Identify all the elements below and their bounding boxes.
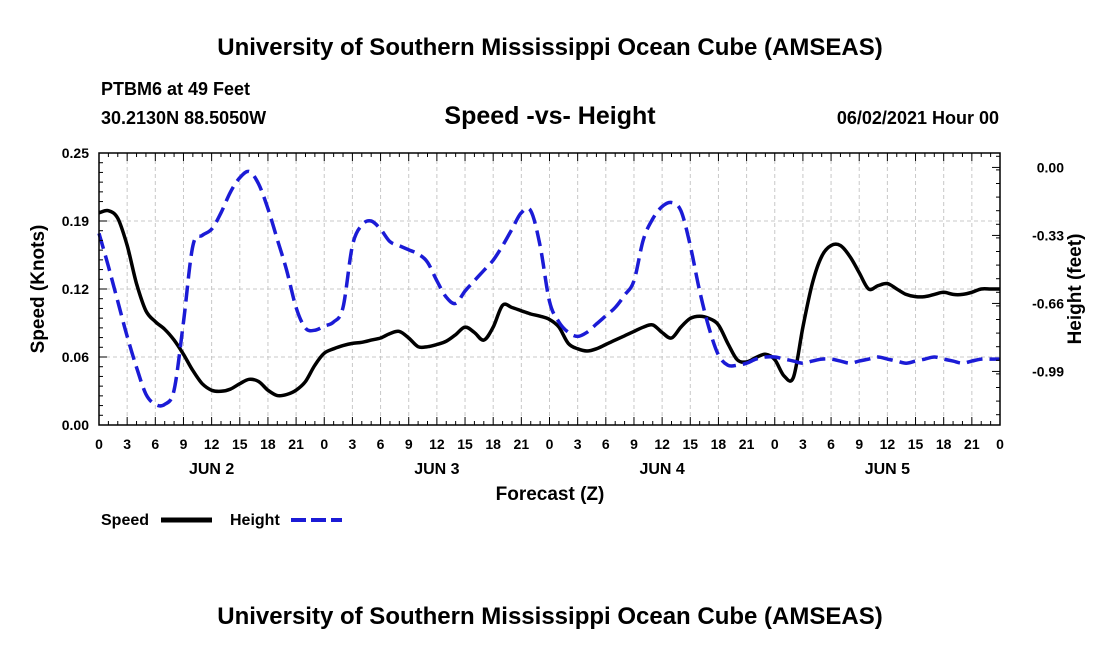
- x-tick-label: 9: [855, 436, 863, 452]
- x-tick-label: 9: [180, 436, 188, 452]
- x-tick-label: 21: [964, 436, 980, 452]
- x-tick-label: 12: [204, 436, 220, 452]
- y-axis-left-label: Speed (Knots): [28, 225, 49, 354]
- x-tick-label: 6: [151, 436, 159, 452]
- y-right-tick-label: -0.33: [1032, 227, 1064, 243]
- x-tick-label: 15: [232, 436, 248, 452]
- x-tick-label: 6: [602, 436, 610, 452]
- y-right-tick-label: 0.00: [1037, 159, 1064, 175]
- y-left-tick-label: 0.00: [62, 417, 89, 433]
- y-left-tick-label: 0.06: [62, 349, 89, 365]
- forecast-datetime: 06/02/2021 Hour 00: [837, 108, 999, 128]
- y-left-tick-label: 0.12: [62, 281, 89, 297]
- y-right-tick-label: -0.99: [1032, 363, 1064, 379]
- x-tick-label: 0: [996, 436, 1004, 452]
- height-series-line: [97, 169, 1000, 408]
- x-tick-label: 6: [377, 436, 385, 452]
- y-left-tick-label: 0.19: [62, 213, 89, 229]
- x-tick-label: 18: [485, 436, 501, 452]
- x-tick-label: 0: [320, 436, 328, 452]
- x-tick-label: 12: [429, 436, 445, 452]
- legend: Speed Height: [101, 512, 342, 529]
- station-coords: 30.2130N 88.5050W: [101, 108, 266, 128]
- legend-speed-label: Speed: [101, 512, 149, 529]
- y-left-tick-label: 0.25: [62, 145, 89, 161]
- x-tick-label: 3: [574, 436, 582, 452]
- x-tick-label: 3: [349, 436, 357, 452]
- day-label: JUN 5: [865, 461, 910, 478]
- x-tick-label: 12: [880, 436, 896, 452]
- x-tick-label: 9: [630, 436, 638, 452]
- legend-height-label: Height: [230, 512, 280, 529]
- x-tick-label: 15: [457, 436, 473, 452]
- x-axis-label: Forecast (Z): [496, 484, 605, 505]
- series-layer: [97, 169, 1000, 408]
- x-tick-label: 15: [908, 436, 924, 452]
- x-tick-label: 18: [711, 436, 727, 452]
- day-label: JUN 4: [639, 461, 684, 478]
- x-tick-label: 9: [405, 436, 413, 452]
- x-tick-label: 0: [546, 436, 554, 452]
- y-right-tick-label: -0.66: [1032, 295, 1064, 311]
- x-tick-label: 18: [260, 436, 276, 452]
- x-tick-label: 21: [739, 436, 755, 452]
- chart-top-title: University of Southern Mississippi Ocean…: [217, 34, 882, 61]
- day-label: JUN 2: [189, 461, 234, 478]
- station-label: PTBM6 at 49 Feet: [101, 79, 250, 99]
- x-tick-label: 15: [682, 436, 698, 452]
- x-tick-label: 3: [799, 436, 807, 452]
- grid-lines: [99, 153, 1000, 425]
- x-tick-label: 0: [771, 436, 779, 452]
- x-tick-label: 6: [827, 436, 835, 452]
- x-tick-label: 18: [936, 436, 952, 452]
- x-tick-label: 21: [514, 436, 530, 452]
- x-tick-label: 0: [95, 436, 103, 452]
- chart-bottom-title: University of Southern Mississippi Ocean…: [217, 603, 882, 630]
- chart-title: Speed -vs- Height: [444, 102, 656, 130]
- y-axis-right-label: Height (feet): [1065, 234, 1086, 345]
- x-tick-label: 3: [123, 436, 131, 452]
- x-tick-label: 12: [654, 436, 670, 452]
- speed-series-line: [98, 208, 1000, 398]
- day-label: JUN 3: [414, 461, 459, 478]
- axes: 0 3 6 9 12 15 18 21 0 3 6 9 12 15 18 21 0 3 6 9 12 15 18 21 0 3 6 9…: [62, 145, 1064, 478]
- x-tick-label: 21: [288, 436, 304, 452]
